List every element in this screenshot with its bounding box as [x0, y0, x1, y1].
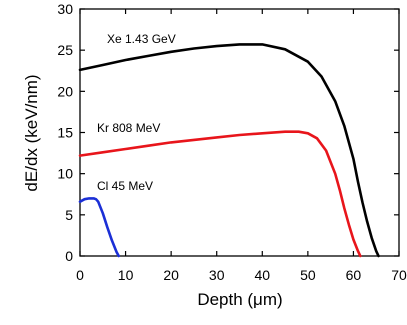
series-label-xe: Xe 1.43 GeV: [107, 32, 176, 46]
x-tick-label: 60: [346, 267, 362, 283]
x-tick-label: 40: [254, 267, 270, 283]
series-line-cl: [78, 197, 120, 258]
x-axis-title: Depth (μm): [197, 290, 282, 309]
series-line-xe: [78, 43, 380, 258]
y-tick-label: 0: [65, 248, 73, 264]
x-tick-label: 20: [163, 267, 179, 283]
y-tick-label: 15: [57, 125, 73, 141]
x-tick-label: 10: [118, 267, 134, 283]
y-tick-label: 20: [57, 83, 73, 99]
x-tick-label: 0: [76, 267, 84, 283]
y-tick-label: 25: [57, 42, 73, 58]
y-axis-title: dE/dx (keV/nm): [22, 74, 41, 191]
y-tick-label: 10: [57, 166, 73, 182]
y-tick-label: 30: [57, 1, 73, 17]
axis-ticks: [79, 8, 400, 257]
x-tick-label: 50: [300, 267, 316, 283]
series-label-kr: Kr 808 MeV: [97, 121, 160, 135]
series-line-kr: [78, 130, 362, 258]
series-label-cl: Cl 45 MeV: [97, 179, 153, 193]
series-lines: [78, 43, 380, 258]
y-tick-label: 5: [65, 207, 73, 223]
tick-labels: 0 10 20 30 40 50 60 70 0 5 10 15 20 25 30: [57, 1, 407, 283]
x-tick-label: 30: [209, 267, 225, 283]
x-tick-label: 70: [391, 267, 407, 283]
